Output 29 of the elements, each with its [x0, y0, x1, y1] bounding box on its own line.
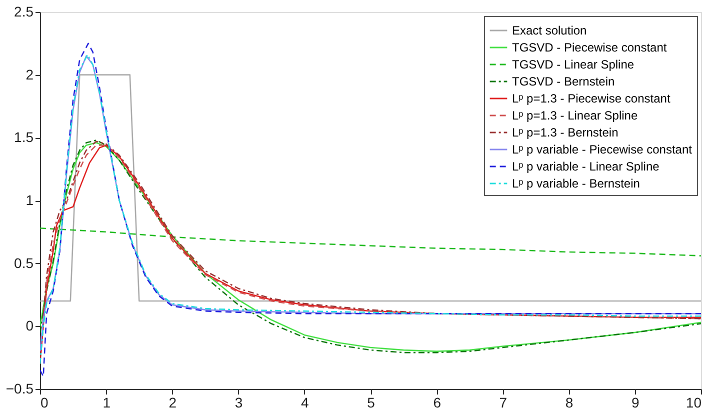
y-tick-label: −0.5: [6, 380, 34, 396]
y-tick-label: 2.5: [14, 4, 34, 20]
line-series: [40, 227, 701, 256]
legend-label: TGSVD - Piecewise constant: [512, 40, 668, 54]
legend-label: Lᵖ p variable - Piecewise constant: [512, 142, 693, 156]
legend-label: Lᵖ p=1.3 - Bernstein: [512, 126, 618, 140]
legend-label: Lᵖ p=1.3 - Piecewise constant: [512, 92, 671, 106]
x-tick-label: 5: [367, 394, 376, 410]
x-tick-label: 9: [632, 394, 640, 410]
x-tick-label: 10: [686, 394, 702, 410]
legend-label: Exact solution: [512, 24, 587, 38]
x-tick-label: 1: [102, 394, 111, 410]
y-tick-label: 0.5: [14, 254, 34, 271]
x-tick-label: 4: [301, 394, 309, 410]
legend-label: TGSVD - Bernstein: [512, 74, 615, 88]
y-tick-label: 2: [26, 66, 34, 82]
x-tick-label: 7: [499, 394, 508, 410]
y-tick-label: 1.5: [14, 129, 34, 146]
x-tick-label: 6: [433, 394, 442, 410]
legend-label: Lᵖ p=1.3 - Linear Spline: [512, 108, 638, 122]
x-tick-label: 0: [40, 394, 48, 410]
x-tick-label: 8: [565, 394, 574, 410]
x-tick-label: 2: [168, 394, 177, 410]
legend-label: Lᵖ p variable - Bernstein: [512, 176, 640, 190]
legend-label: TGSVD - Linear Spline: [512, 58, 634, 72]
y-tick-label: 0: [26, 318, 34, 334]
legend-label: Lᵖ p variable - Linear Spline: [512, 160, 660, 174]
x-tick-label: 3: [234, 394, 243, 410]
y-tick-label: 1: [26, 192, 34, 208]
